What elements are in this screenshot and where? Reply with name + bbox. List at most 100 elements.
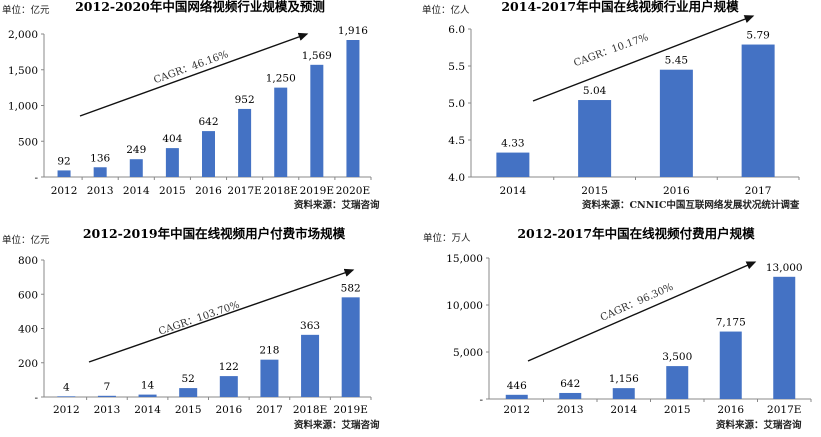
- bar: [659, 69, 693, 177]
- chart-title: 2012-2017年中国在线视频付费用户规模: [517, 226, 755, 241]
- x-tick-label: 2012: [53, 404, 80, 416]
- data-label: 4.33: [501, 138, 524, 150]
- data-label: 136: [90, 152, 110, 164]
- x-tick-label: 2014: [123, 185, 150, 197]
- data-label: 404: [162, 133, 182, 145]
- cagr-label: CAGR：103.70%: [157, 300, 241, 338]
- cagr-label: CAGR：96.30%: [599, 282, 675, 324]
- bar: [179, 388, 198, 397]
- x-tick-label: 2017: [745, 185, 772, 197]
- source-note: 资料来源：艾瑞咨询: [294, 419, 380, 431]
- source-note: 资料来源：艾瑞咨询: [294, 199, 380, 211]
- bar: [274, 87, 288, 177]
- bar: [505, 394, 528, 399]
- data-label: 7,175: [716, 317, 746, 329]
- x-tick-label: 2017E: [767, 404, 801, 416]
- bar: [719, 331, 742, 399]
- bar: [612, 388, 635, 399]
- x-tick-label: 2017: [256, 404, 283, 416]
- data-label: 14: [141, 380, 155, 392]
- x-tick-label: 2020E: [336, 185, 370, 197]
- x-tick-label: 2012: [51, 185, 78, 197]
- y-tick-label: 4.0: [448, 172, 465, 184]
- bar: [773, 276, 796, 399]
- x-tick-label: 2014: [610, 404, 637, 416]
- y-tick-label: 500: [18, 136, 38, 148]
- data-label: 446: [507, 380, 527, 392]
- x-tick-label: 2012: [503, 404, 530, 416]
- x-tick-label: 2015: [664, 404, 691, 416]
- data-label: 52: [182, 373, 195, 385]
- bar: [238, 108, 252, 177]
- data-label: 249: [126, 144, 146, 156]
- bar: [97, 395, 116, 397]
- y-tick-label: -: [479, 394, 483, 406]
- data-label: 1,156: [609, 373, 639, 385]
- chart-title: 2014-2017年中国在线视频行业用户规模: [501, 0, 739, 14]
- y-tick-label: 4.5: [448, 135, 465, 147]
- bar: [57, 170, 71, 177]
- source-note: 资料来源：CNNIC中国互联网络发展状况统计调查: [582, 199, 800, 211]
- trend-arrow: [79, 32, 309, 117]
- data-label: 642: [198, 116, 218, 128]
- x-tick-label: 2015: [175, 404, 202, 416]
- y-tick-label: -: [34, 392, 38, 404]
- y-tick-label: 5.0: [448, 98, 465, 110]
- data-label: 7: [104, 381, 111, 393]
- unit-label: 单位：万人: [423, 232, 471, 244]
- data-label: 13,000: [766, 262, 803, 274]
- x-tick-label: 2016: [663, 185, 690, 197]
- bar: [741, 44, 775, 177]
- data-label: 3,500: [662, 351, 692, 363]
- data-label: 5.79: [746, 30, 769, 42]
- cagr-label: CAGR：10.17%: [572, 32, 650, 69]
- x-tick-label: 2013: [87, 185, 114, 197]
- source-note: 资料来源：艾瑞咨询: [716, 419, 802, 431]
- cagr-label: CAGR：46.16%: [152, 49, 230, 86]
- data-label: 92: [57, 155, 70, 167]
- bar: [666, 366, 689, 399]
- y-tick-label: 400: [18, 324, 38, 336]
- bar: [219, 376, 238, 397]
- data-label: 122: [219, 361, 239, 373]
- data-label: 363: [300, 320, 320, 332]
- data-label: 1,916: [338, 25, 368, 37]
- x-tick-label: 2013: [557, 404, 584, 416]
- x-tick-label: 2016: [195, 185, 222, 197]
- bar: [202, 131, 215, 177]
- bar: [301, 334, 320, 397]
- x-tick-label: 2018E: [264, 185, 298, 197]
- y-tick-label: 2,000: [8, 29, 38, 41]
- data-label: 582: [341, 282, 361, 294]
- y-tick-label: 800: [18, 255, 38, 267]
- bar: [260, 359, 279, 397]
- data-label: 218: [259, 345, 279, 357]
- data-label: 1,569: [302, 50, 332, 62]
- chart-panel-1: 2012-2020年中国网络视频行业规模及预测 单位：亿元 - 500 1,000 1,5…: [2, 0, 372, 197]
- data-label: 642: [560, 378, 580, 390]
- x-tick-label: 2018E: [293, 404, 327, 416]
- unit-label: 单位：亿元: [2, 234, 50, 246]
- x-tick-label: 2017E: [227, 185, 261, 197]
- x-tick-label: 2015: [581, 185, 608, 197]
- chart-panel-4: 2012-2017年中国在线视频付费用户规模 单位：万人 - 5,000 10,000 1…: [423, 226, 812, 431]
- x-tick-label: 2019E: [333, 404, 367, 416]
- x-tick-label: 2013: [94, 404, 121, 416]
- y-tick-label: 200: [18, 358, 38, 370]
- y-tick-label: -: [34, 172, 38, 184]
- data-label: 1,250: [266, 73, 296, 85]
- trend-arrow: [88, 268, 355, 363]
- y-tick-label: 1,000: [8, 101, 38, 113]
- bar: [129, 159, 143, 177]
- bar: [578, 100, 612, 177]
- x-tick-label: 2014: [500, 185, 527, 197]
- y-tick-label: 6.0: [448, 24, 465, 36]
- bar: [496, 152, 530, 177]
- y-tick-label: 5,000: [453, 347, 483, 359]
- y-tick-label: 1,500: [8, 65, 38, 77]
- bar: [57, 396, 76, 397]
- y-tick-label: 10,000: [446, 300, 483, 312]
- y-tick-label: 15,000: [446, 253, 483, 265]
